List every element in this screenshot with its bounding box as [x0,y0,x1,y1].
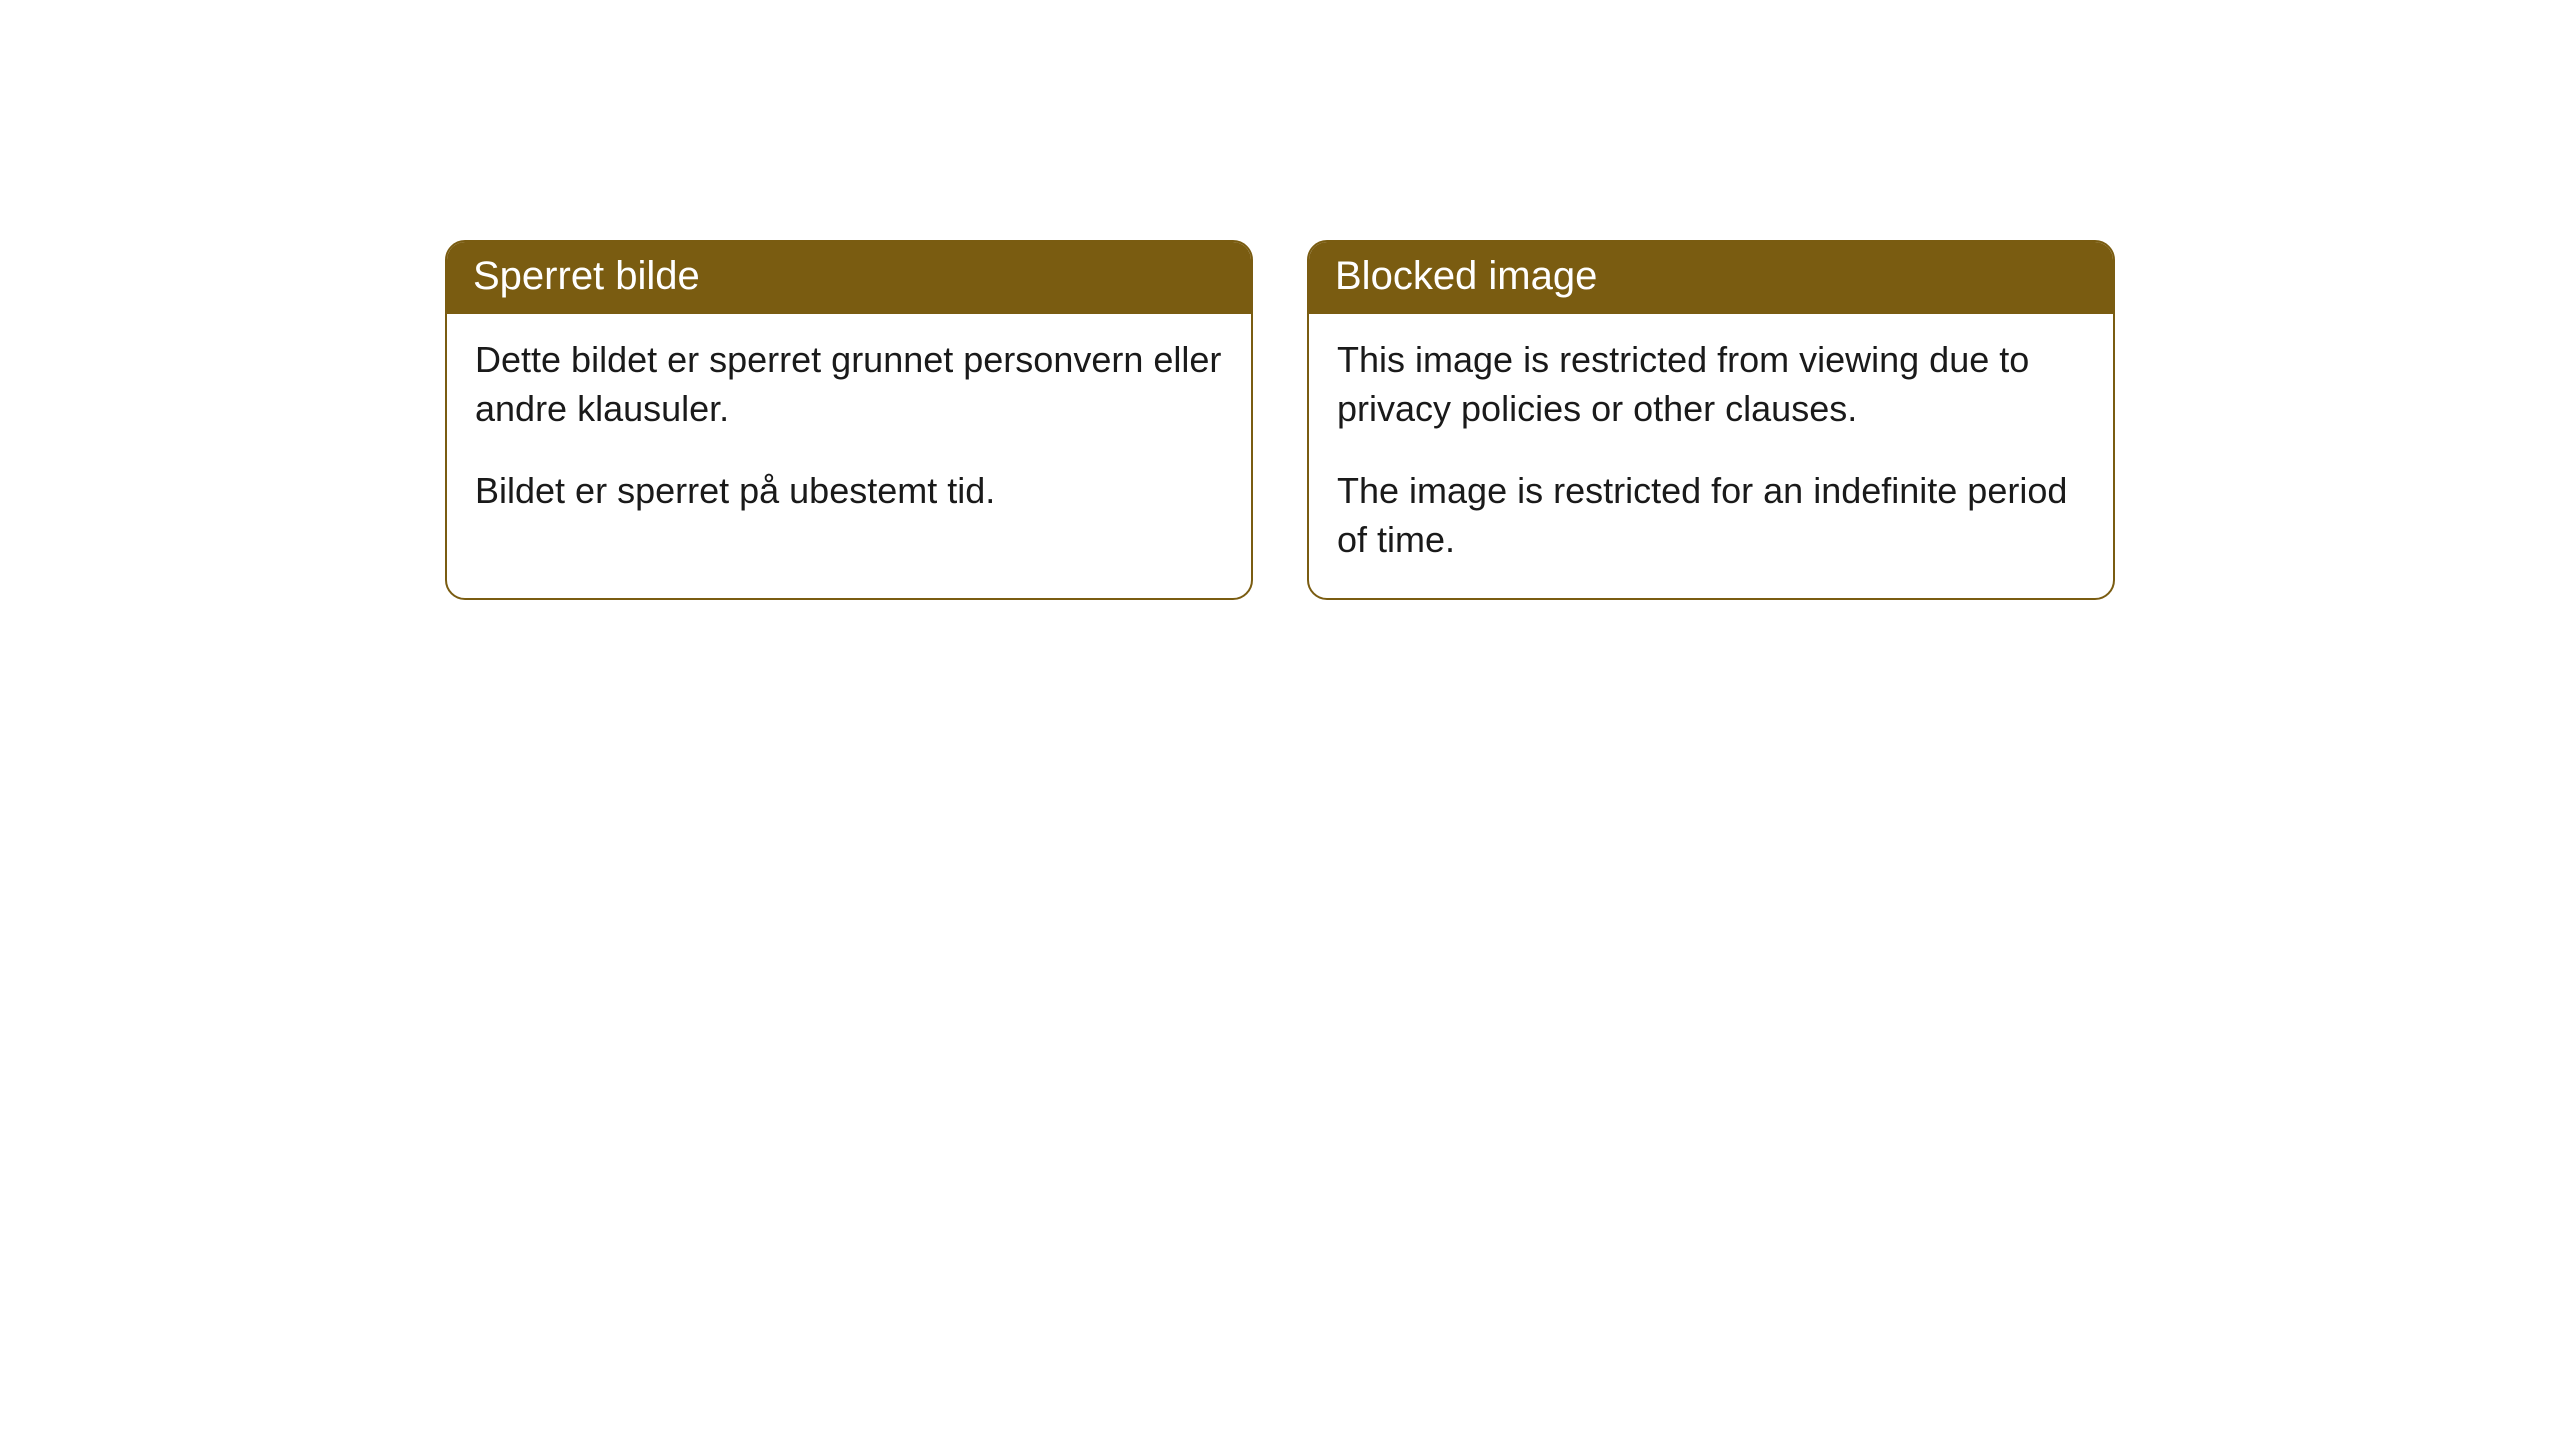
card-paragraph: Dette bildet er sperret grunnet personve… [475,336,1223,433]
blocked-image-card-no: Sperret bilde Dette bildet er sperret gr… [445,240,1253,600]
card-paragraph: This image is restricted from viewing du… [1337,336,2085,433]
card-body: This image is restricted from viewing du… [1309,314,2113,598]
card-body: Dette bildet er sperret grunnet personve… [447,314,1251,550]
card-paragraph: Bildet er sperret på ubestemt tid. [475,467,1223,516]
blocked-image-card-en: Blocked image This image is restricted f… [1307,240,2115,600]
card-title: Sperret bilde [447,242,1251,314]
card-paragraph: The image is restricted for an indefinit… [1337,467,2085,564]
notice-container: Sperret bilde Dette bildet er sperret gr… [0,0,2560,600]
card-title: Blocked image [1309,242,2113,314]
